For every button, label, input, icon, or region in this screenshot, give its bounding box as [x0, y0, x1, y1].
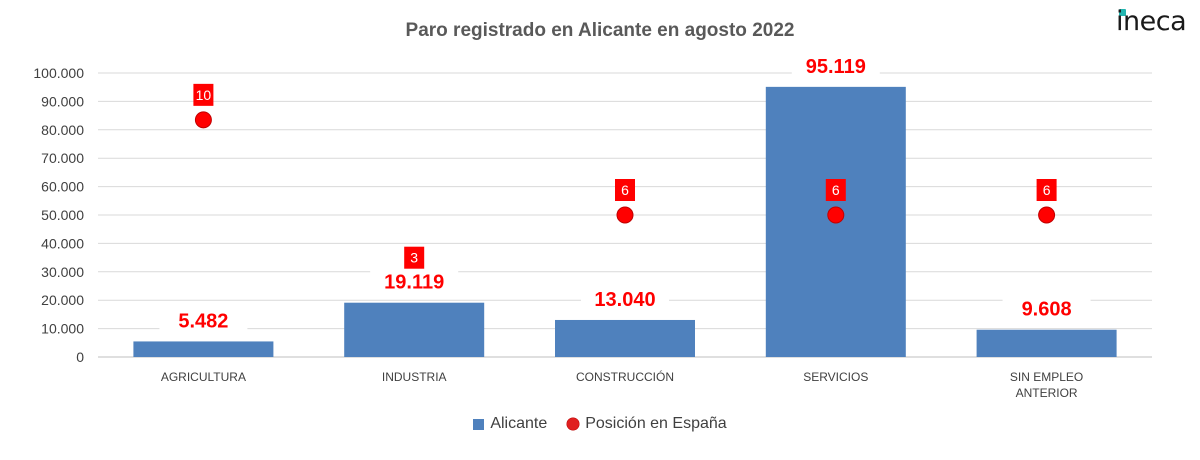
category-label: CONSTRUCCIÓN [576, 369, 674, 384]
position-label-box [1036, 179, 1057, 201]
y-tick-label: 100.000 [33, 65, 84, 81]
data-label-background [581, 285, 669, 311]
category-label: SIN EMPLEO [1010, 370, 1083, 384]
legend-item-posicion: Posición en España [567, 415, 727, 433]
position-label: 6 [621, 182, 629, 198]
bar [555, 319, 695, 357]
legend-label-posicion: Posición en España [585, 415, 727, 432]
legend-circle-swatch-icon [567, 418, 580, 430]
chart-legend: Alicante Posición en España [0, 415, 1200, 433]
bar [976, 329, 1117, 357]
ineca-logo: ineca [1116, 6, 1187, 37]
position-label-box [193, 83, 214, 106]
y-tick-label: 70.000 [41, 150, 84, 166]
data-label: 5.482 [178, 310, 228, 332]
y-tick-label: 90.000 [41, 93, 84, 109]
y-tick-label: 40.000 [41, 235, 84, 251]
data-label-background [1002, 295, 1091, 321]
position-marker [616, 206, 634, 224]
y-tick-label: 50.000 [41, 207, 84, 223]
position-marker [194, 111, 212, 129]
bar [133, 341, 274, 357]
position-label-box [615, 179, 635, 201]
bar [344, 302, 485, 357]
position-label: 6 [832, 182, 840, 198]
y-tick-label: 20.000 [41, 292, 84, 308]
data-label-background [159, 307, 248, 333]
y-tick-label: 0 [76, 349, 84, 365]
legend-bar-swatch-icon [473, 418, 485, 430]
legend-label-alicante: Alicante [490, 415, 548, 432]
chart-title: Paro registrado en Alicante en agosto 20… [405, 20, 795, 41]
category-label: SERVICIOS [803, 370, 868, 384]
legend-item-alicante: Alicante [473, 415, 547, 433]
category-label: ANTERIOR [1016, 386, 1078, 400]
data-label: 95.119 [806, 56, 866, 78]
position-marker [827, 206, 845, 224]
position-label: 10 [196, 87, 212, 103]
category-label: AGRICULTURA [161, 370, 246, 384]
data-label-background [370, 268, 459, 294]
data-label: 13.040 [594, 289, 655, 311]
data-label-background [791, 52, 880, 78]
chart-area: 0 10.000 20.000 30.000 40.000 50.000 60.000 70.… [33, 52, 1152, 400]
y-tick-label: 10.000 [41, 321, 84, 337]
y-tick-label: 80.000 [41, 122, 84, 138]
position-label-box [825, 179, 846, 201]
data-label: 9.608 [1022, 299, 1072, 321]
position-label: 6 [1043, 182, 1051, 198]
position-label: 3 [410, 250, 418, 266]
y-tick-label: 30.000 [41, 264, 84, 280]
position-label-box [404, 246, 425, 269]
y-tick-label: 60.000 [41, 179, 84, 195]
position-marker [1038, 206, 1056, 224]
logo-dot-icon [1119, 9, 1126, 16]
data-label: 19.119 [384, 272, 444, 294]
category-label: INDUSTRIA [382, 370, 447, 384]
